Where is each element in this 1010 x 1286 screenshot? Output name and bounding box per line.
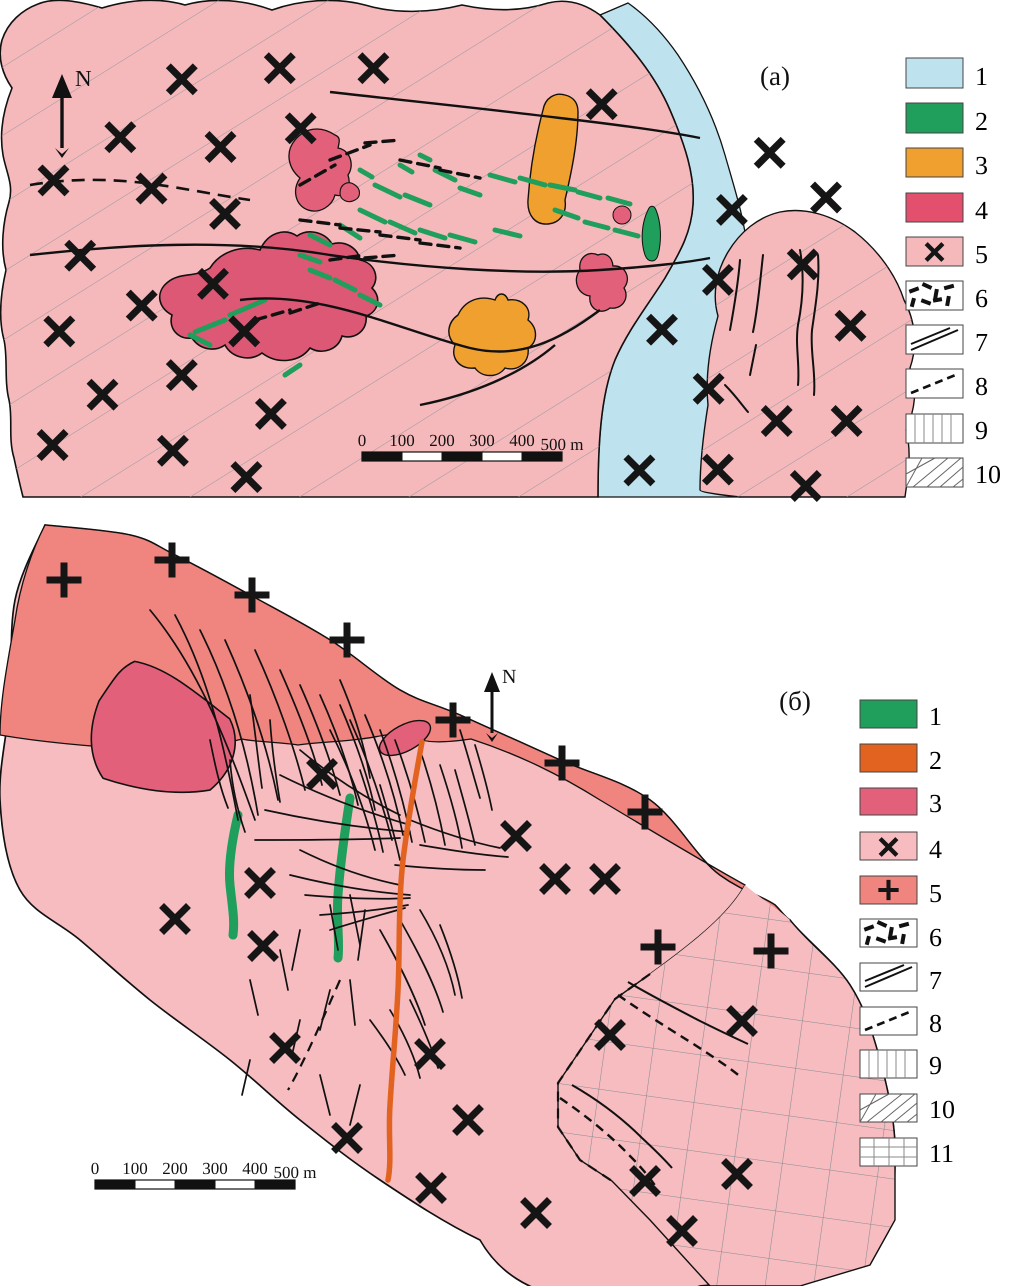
svg-text:400: 400 bbox=[242, 1159, 268, 1178]
svg-text:6: 6 bbox=[929, 923, 942, 952]
svg-text:5: 5 bbox=[975, 240, 988, 269]
svg-text:10: 10 bbox=[929, 1095, 955, 1124]
svg-text:1: 1 bbox=[975, 62, 988, 91]
svg-text:2: 2 bbox=[929, 746, 942, 775]
svg-text:500 m: 500 m bbox=[541, 435, 584, 454]
svg-text:1: 1 bbox=[929, 702, 942, 731]
svg-text:11: 11 bbox=[929, 1139, 954, 1168]
svg-text:N: N bbox=[75, 66, 92, 91]
svg-text:400: 400 bbox=[509, 431, 535, 450]
svg-text:4: 4 bbox=[975, 196, 988, 225]
svg-text:300: 300 bbox=[469, 431, 495, 450]
svg-text:(б): (б) bbox=[779, 686, 811, 716]
svg-text:4: 4 bbox=[929, 835, 942, 864]
svg-text:8: 8 bbox=[975, 372, 988, 401]
svg-text:6: 6 bbox=[975, 284, 988, 313]
svg-text:0: 0 bbox=[358, 431, 367, 450]
svg-text:7: 7 bbox=[929, 966, 942, 995]
svg-text:7: 7 bbox=[975, 328, 988, 357]
svg-text:200: 200 bbox=[162, 1159, 188, 1178]
svg-text:9: 9 bbox=[929, 1051, 942, 1080]
svg-text:200: 200 bbox=[429, 431, 455, 450]
svg-text:5: 5 bbox=[929, 879, 942, 908]
svg-text:3: 3 bbox=[975, 151, 988, 180]
svg-text:300: 300 bbox=[202, 1159, 228, 1178]
svg-text:2: 2 bbox=[975, 107, 988, 136]
svg-text:100: 100 bbox=[122, 1159, 148, 1178]
svg-text:8: 8 bbox=[929, 1009, 942, 1038]
svg-text:500 m: 500 m bbox=[274, 1163, 317, 1182]
svg-text:9: 9 bbox=[975, 416, 988, 445]
svg-text:0: 0 bbox=[91, 1159, 100, 1178]
svg-text:100: 100 bbox=[389, 431, 415, 450]
svg-text:N: N bbox=[502, 666, 516, 688]
svg-text:3: 3 bbox=[929, 789, 942, 818]
svg-text:(a): (a) bbox=[760, 61, 790, 91]
svg-text:10: 10 bbox=[975, 460, 1001, 489]
